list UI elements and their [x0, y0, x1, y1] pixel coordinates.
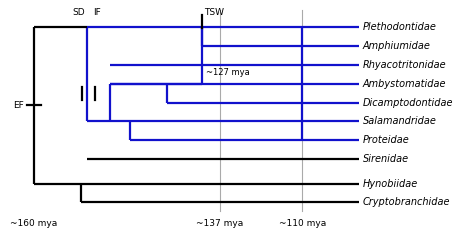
- Text: Dicamptodontidae: Dicamptodontidae: [363, 98, 453, 108]
- Text: Hynobiidae: Hynobiidae: [363, 178, 418, 188]
- Text: ~110 mya: ~110 mya: [279, 219, 326, 228]
- Text: Ambystomatidae: Ambystomatidae: [363, 79, 447, 89]
- Text: ~137 mya: ~137 mya: [196, 219, 244, 228]
- Text: TSW: TSW: [204, 8, 224, 17]
- Text: Sirenidae: Sirenidae: [363, 154, 409, 164]
- Text: SD: SD: [72, 8, 85, 17]
- Text: IF: IF: [93, 8, 100, 17]
- Text: EF: EF: [14, 101, 24, 110]
- Text: Plethodontidae: Plethodontidae: [363, 22, 437, 32]
- Text: Cryptobranchidae: Cryptobranchidae: [363, 197, 450, 207]
- Text: Amphiumidae: Amphiumidae: [363, 41, 431, 51]
- Text: Salamandridae: Salamandridae: [363, 116, 437, 126]
- Text: ~160 mya: ~160 mya: [10, 219, 58, 228]
- Text: Proteidae: Proteidae: [363, 135, 410, 145]
- Text: ~127 mya: ~127 mya: [206, 68, 250, 77]
- Text: Rhyacotritonidae: Rhyacotritonidae: [363, 60, 447, 70]
